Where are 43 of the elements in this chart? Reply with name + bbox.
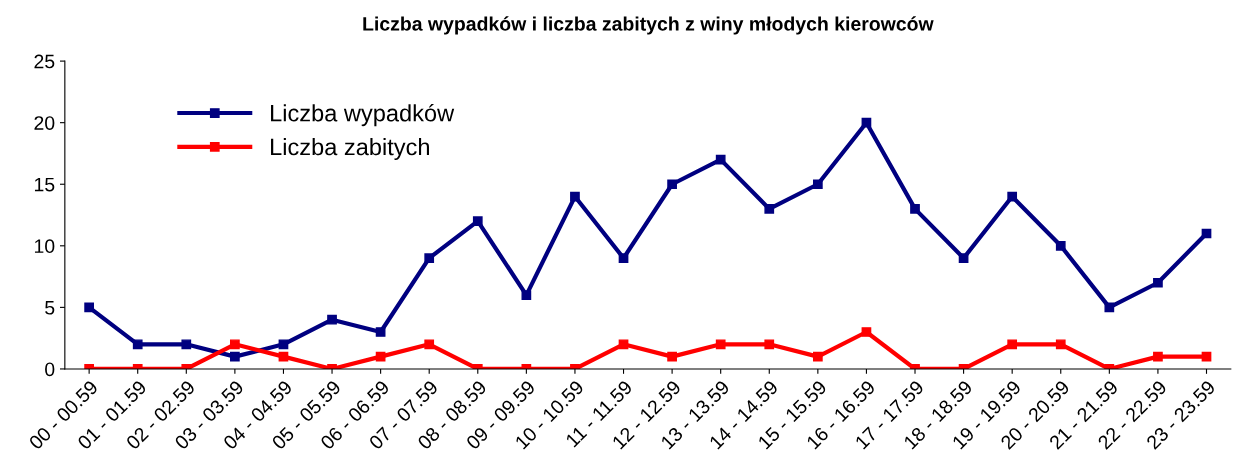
point	[570, 191, 580, 202]
y-tick-label: 0	[45, 362, 55, 377]
point	[812, 351, 823, 362]
point	[958, 253, 969, 263]
point	[230, 339, 240, 350]
legend-label: Liczba wypadków	[271, 103, 455, 127]
legend-label: Liczba zabitych	[271, 137, 429, 160]
y-tick-label: 20	[34, 116, 55, 130]
chart-title: Liczba wypadków i liczba zabitych z winy młodych kierowców	[363, 16, 934, 35]
point	[181, 339, 192, 350]
point	[1104, 302, 1115, 313]
point	[667, 351, 677, 362]
point	[861, 327, 872, 337]
point	[910, 204, 920, 214]
point	[812, 179, 823, 190]
point	[84, 302, 94, 313]
point	[1153, 277, 1163, 288]
point	[764, 339, 775, 350]
y-tick-label: 10	[34, 239, 55, 254]
point	[230, 351, 240, 362]
point	[1055, 240, 1066, 251]
y-tick-label: 15	[34, 177, 55, 192]
point	[327, 314, 337, 325]
point	[715, 154, 726, 165]
point	[1007, 191, 1018, 202]
point	[424, 339, 435, 350]
y-tick-label: 25	[34, 54, 55, 69]
point	[1055, 339, 1066, 350]
point	[618, 339, 629, 350]
point	[1007, 339, 1018, 350]
point	[278, 339, 289, 350]
point	[667, 179, 677, 190]
point	[472, 216, 483, 227]
y-tick-label: 5	[45, 301, 55, 315]
point	[1153, 351, 1163, 362]
point	[375, 327, 386, 337]
point	[521, 290, 532, 300]
point	[618, 253, 629, 263]
point	[715, 339, 726, 350]
point	[861, 117, 872, 128]
point	[764, 204, 775, 214]
point	[424, 253, 435, 263]
point	[132, 339, 143, 350]
